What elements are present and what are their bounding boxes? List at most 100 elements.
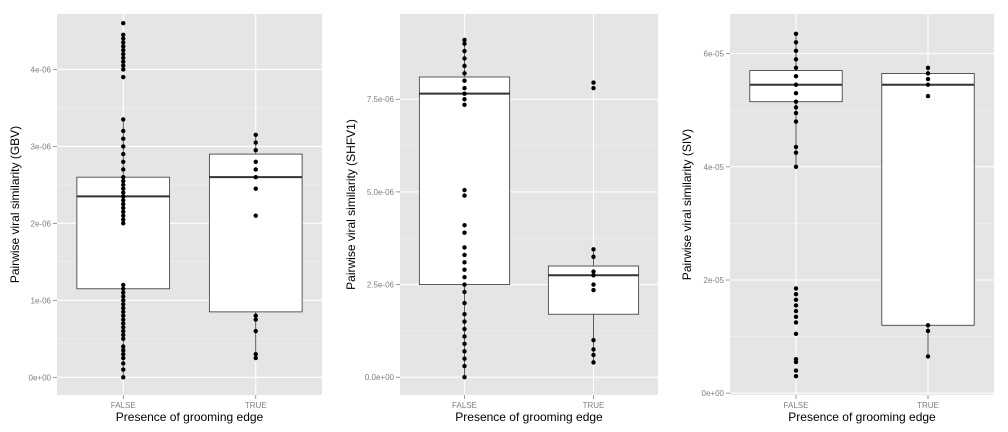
data-point	[253, 132, 258, 138]
data-point	[253, 213, 258, 218]
data-point	[793, 308, 799, 314]
y-tick-label: 0.0e+00	[365, 373, 395, 382]
data-point	[793, 320, 799, 325]
data-point	[121, 47, 126, 53]
data-point	[462, 375, 467, 380]
data-point	[591, 337, 596, 343]
data-point	[121, 286, 126, 291]
chart-panel-2: 0.0e+00 2.5e-06 5.0e-06 7.5e-06 FALSE TRUEPre…	[344, 14, 658, 424]
data-point	[793, 314, 799, 319]
data-point	[121, 305, 126, 311]
data-point	[793, 331, 799, 336]
data-point	[121, 298, 126, 303]
y-tick-label: 2e-06	[31, 219, 52, 228]
data-point	[121, 313, 126, 318]
box-iqr	[418, 76, 511, 285]
data-point	[793, 150, 799, 155]
data-point	[121, 182, 126, 188]
data-point	[591, 287, 596, 293]
data-point	[793, 144, 799, 150]
data-point	[591, 273, 596, 278]
data-point	[591, 282, 596, 287]
data-point	[462, 78, 467, 83]
data-point	[121, 144, 126, 149]
box-iqr	[208, 153, 303, 313]
data-point	[462, 267, 467, 272]
data-point	[462, 56, 467, 61]
data-point	[121, 336, 126, 342]
chart-panel-1: 0e+00 1e-06 2e-06 3e-06 4e-06 FALSE TRUEPresen…	[8, 14, 322, 424]
data-point	[121, 375, 126, 380]
data-point	[253, 317, 258, 322]
x-tick-label: TRUE	[583, 401, 605, 410]
data-point	[793, 119, 799, 124]
data-point	[121, 205, 126, 211]
data-point	[121, 32, 126, 37]
data-point	[121, 301, 126, 307]
data-point	[253, 174, 258, 180]
y-tick-label: 4e-06	[31, 65, 52, 74]
data-point	[462, 41, 467, 46]
data-point	[793, 82, 799, 87]
data-point	[462, 252, 467, 258]
y-tick-label: 0e+00	[702, 389, 725, 398]
data-point	[121, 167, 126, 172]
data-point	[462, 187, 467, 193]
data-point	[121, 59, 126, 64]
data-point	[462, 193, 467, 198]
data-point	[462, 48, 467, 54]
data-point	[591, 254, 596, 259]
data-point	[462, 326, 467, 332]
data-point	[462, 97, 467, 102]
y-axis-title: Pairwise viral similarity (SHFV1)	[344, 119, 358, 290]
data-point	[121, 67, 126, 72]
data-point	[591, 247, 596, 252]
data-point	[462, 312, 467, 317]
data-point	[591, 352, 596, 358]
data-point	[462, 260, 467, 265]
data-point	[793, 297, 799, 303]
data-point	[793, 374, 799, 379]
data-point	[121, 174, 126, 180]
data-point	[925, 71, 931, 76]
y-tick-label: 0e+00	[29, 373, 52, 382]
box-iqr	[881, 73, 975, 326]
data-point	[121, 221, 126, 226]
data-point	[121, 190, 126, 195]
y-tick-label: 1e-06	[31, 296, 52, 305]
data-point	[253, 313, 258, 318]
data-point	[591, 80, 596, 85]
data-point	[793, 65, 799, 70]
data-point	[925, 323, 931, 328]
data-point	[793, 303, 799, 308]
data-point	[793, 286, 799, 291]
data-point	[121, 282, 126, 288]
y-tick-label: 3e-06	[31, 142, 52, 151]
data-point	[253, 355, 258, 361]
x-tick-label: FALSE	[111, 401, 136, 410]
data-point	[121, 136, 126, 141]
data-point	[462, 91, 467, 96]
data-point	[793, 91, 799, 96]
data-point	[121, 321, 126, 326]
data-point	[462, 223, 467, 228]
data-point	[793, 99, 799, 104]
data-point	[121, 74, 126, 80]
y-tick-label: 7.5e-06	[367, 95, 395, 104]
data-point	[121, 198, 126, 203]
data-point	[793, 74, 799, 79]
data-point	[121, 344, 126, 349]
data-point	[121, 309, 126, 315]
y-tick-label: 2.5e-06	[367, 281, 395, 290]
data-point	[462, 102, 467, 108]
data-point	[253, 167, 258, 172]
data-point	[793, 164, 799, 170]
data-point	[121, 36, 126, 41]
x-tick-label: FALSE	[452, 401, 477, 410]
data-point	[121, 355, 126, 361]
x-axis-title: Presence of grooming edge	[788, 410, 936, 424]
box-false	[418, 39, 511, 378]
data-point	[462, 37, 467, 43]
x-axis-title: Presence of grooming edge	[455, 410, 603, 424]
